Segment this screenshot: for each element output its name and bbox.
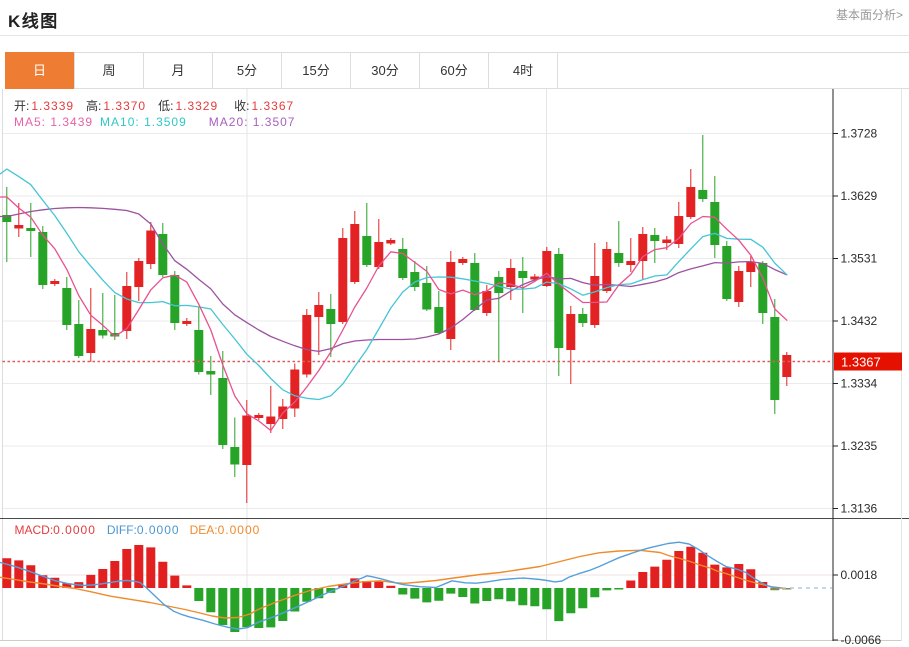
- svg-text:1.3235: 1.3235: [841, 439, 878, 453]
- svg-text:1.3629: 1.3629: [841, 189, 878, 203]
- svg-text:1.3728: 1.3728: [841, 127, 878, 141]
- svg-text:1.3334: 1.3334: [841, 377, 878, 391]
- svg-text:1.3367: 1.3367: [841, 355, 881, 370]
- svg-text:1.3432: 1.3432: [841, 314, 878, 328]
- svg-text:1.3531: 1.3531: [841, 252, 878, 266]
- svg-text:0.0018: 0.0018: [841, 568, 878, 582]
- svg-text:1.3136: 1.3136: [841, 502, 878, 516]
- svg-text:-0.0066: -0.0066: [841, 633, 882, 647]
